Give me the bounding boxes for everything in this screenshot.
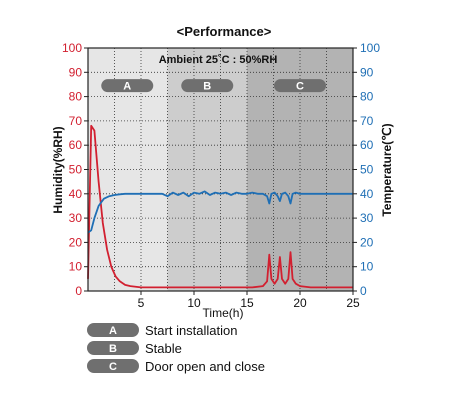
right-tick-label: 60	[360, 138, 374, 152]
left-tick-label: 20	[69, 235, 83, 249]
phase-labels: A B C	[101, 79, 326, 93]
left-tick-label: 90	[69, 65, 83, 79]
phase-pill-letter-a: A	[123, 81, 131, 93]
humidity-line	[87, 124, 353, 289]
right-tick-label: 70	[360, 114, 374, 128]
right-tick-label: 30	[360, 211, 374, 225]
left-tick-label: 100	[62, 41, 82, 55]
left-axis-ticks: 0 10 20 30 40 50 60 70 80 90 100	[62, 41, 88, 298]
right-tick-label: 90	[360, 65, 374, 79]
ambient-annotation: Ambient 25˚C : 50%RH	[159, 54, 278, 66]
left-tick-label: 80	[69, 90, 83, 104]
legend-pill-b	[87, 341, 139, 355]
x-tick-label: 25	[346, 296, 360, 310]
legend: A Start installation B Stable C Door open and…	[87, 323, 265, 374]
legend-letter-a: A	[109, 325, 117, 337]
phase-pill-letter-b: B	[203, 81, 211, 93]
legend-label-c: Door open and close	[145, 359, 265, 374]
legend-letter-c: C	[109, 361, 117, 373]
x-tick-label: 20	[293, 296, 307, 310]
chart-title: <Performance>	[177, 24, 272, 39]
right-tick-label: 80	[360, 90, 374, 104]
left-tick-label: 10	[69, 260, 83, 274]
phase-pill-b	[181, 79, 234, 93]
left-tick-label: 70	[69, 114, 83, 128]
legend-pill-c	[87, 359, 139, 373]
legend-label-b: Stable	[145, 341, 182, 356]
right-tick-label: 20	[360, 235, 374, 249]
phase-pill-letter-c: C	[296, 81, 304, 93]
temperature-line	[87, 190, 353, 234]
right-tick-label: 40	[360, 187, 374, 201]
phase-pill-c	[274, 79, 326, 93]
left-tick-label: 30	[69, 211, 83, 225]
left-tick-label: 50	[69, 163, 83, 177]
x-axis-label: Time(h)	[203, 306, 244, 320]
legend-pill-a	[87, 323, 139, 337]
left-axis-label: Humidity(%RH)	[51, 126, 65, 213]
x-tick-label: 15	[240, 296, 254, 310]
right-axis-label: Temperature(℃)	[380, 123, 394, 216]
right-tick-label: 0	[360, 284, 367, 298]
left-tick-label: 40	[69, 187, 83, 201]
x-tick-label: 10	[187, 296, 201, 310]
phase-pill-a	[101, 79, 154, 93]
legend-label-a: Start installation	[145, 323, 238, 338]
left-tick-label: 0	[75, 284, 82, 298]
right-tick-label: 10	[360, 260, 374, 274]
left-tick-label: 60	[69, 138, 83, 152]
data-series	[87, 124, 353, 289]
x-tick-label: 5	[138, 296, 145, 310]
legend-letter-b: B	[109, 343, 117, 355]
right-axis-ticks: 0 10 20 30 40 50 60 70 80 90 100	[353, 41, 380, 298]
x-axis-ticks: 5 10 15 20 25	[138, 291, 360, 310]
right-tick-label: 100	[360, 41, 380, 55]
right-tick-label: 50	[360, 163, 374, 177]
